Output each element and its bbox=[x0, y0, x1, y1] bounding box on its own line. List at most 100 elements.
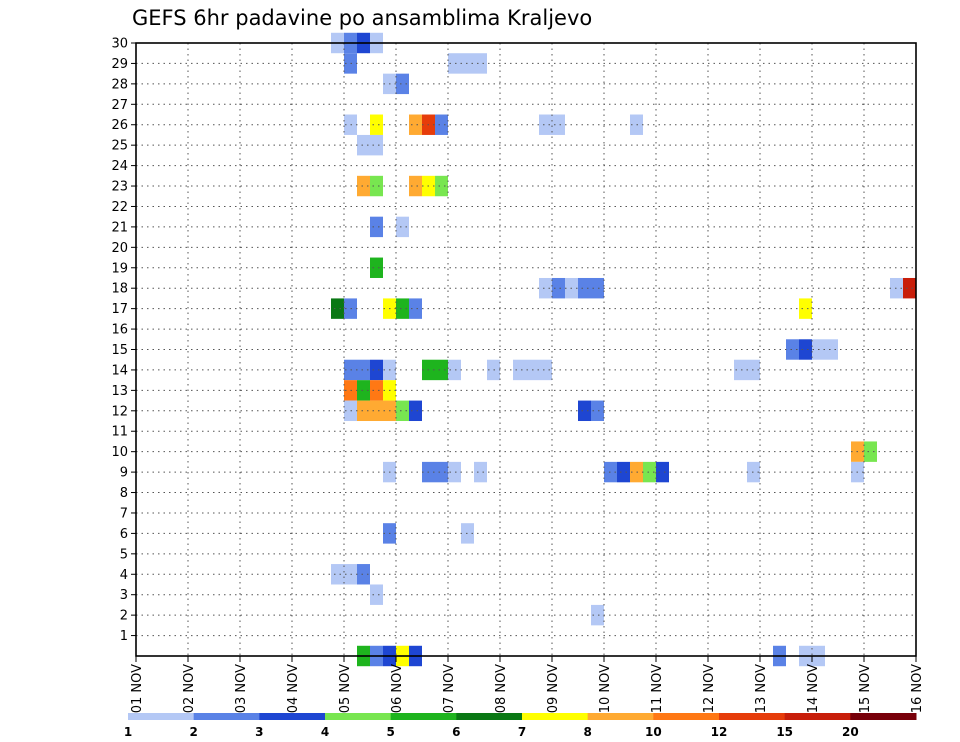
heatmap-cell bbox=[578, 400, 591, 422]
y-tick-label: 7 bbox=[120, 506, 128, 521]
colorbar-label: 5 bbox=[386, 725, 394, 739]
heatmap-cell bbox=[435, 461, 448, 483]
heatmap-cell bbox=[370, 134, 383, 156]
heatmap-cell bbox=[552, 114, 565, 135]
heatmap-cell bbox=[357, 175, 370, 197]
heatmap-cell bbox=[864, 441, 877, 462]
heatmap-cell bbox=[578, 277, 591, 299]
x-tick-label: 07 NOV bbox=[442, 664, 457, 713]
heatmap-cell bbox=[357, 134, 370, 156]
y-tick-label: 13 bbox=[111, 384, 128, 399]
colorbar-label: 15 bbox=[776, 725, 793, 739]
heatmap-cell bbox=[903, 277, 916, 299]
heatmap-cell bbox=[396, 73, 409, 95]
heatmap-cell bbox=[539, 114, 552, 135]
x-tick-label: 03 NOV bbox=[234, 664, 249, 713]
x-tick-label: 14 NOV bbox=[806, 664, 821, 713]
heatmap-cell bbox=[370, 380, 383, 401]
colorbar-label: 2 bbox=[189, 725, 197, 739]
colorbar-label: 7 bbox=[518, 725, 526, 739]
colorbar-swatch bbox=[325, 713, 392, 720]
colorbar-swatch bbox=[784, 713, 851, 720]
heatmap-cell bbox=[539, 359, 552, 381]
heatmap-cell bbox=[448, 53, 461, 74]
heatmap-cell bbox=[357, 359, 370, 381]
colorbar-swatch bbox=[259, 713, 326, 720]
heatmap-cell bbox=[370, 216, 383, 238]
colorbar-label: 3 bbox=[255, 725, 263, 739]
colorbar-swatch bbox=[193, 713, 260, 720]
heatmap-cell bbox=[370, 359, 383, 381]
heatmap-cells bbox=[331, 32, 916, 667]
heatmap-cell bbox=[357, 380, 370, 401]
x-tick-label: 01 NOV bbox=[130, 664, 145, 713]
y-tick-label: 22 bbox=[111, 200, 128, 215]
heatmap-cell bbox=[409, 175, 422, 197]
heatmap-cell bbox=[643, 461, 656, 483]
colorbar-label: 1 bbox=[124, 725, 132, 739]
y-tick-label: 14 bbox=[111, 363, 128, 378]
y-tick-label: 26 bbox=[111, 118, 128, 133]
y-tick-label: 8 bbox=[120, 486, 128, 501]
colorbar-label: 10 bbox=[645, 725, 662, 739]
y-tick-label: 24 bbox=[111, 159, 128, 174]
heatmap-cell bbox=[370, 584, 383, 605]
colorbar: 1 2 3 4 5 6 7 8 10 12 15 20 bbox=[124, 713, 917, 739]
heatmap-cell bbox=[370, 257, 383, 278]
y-tick-label: 2 bbox=[120, 609, 128, 624]
heatmap-cell bbox=[435, 175, 448, 197]
y-tick-label: 16 bbox=[111, 323, 128, 338]
heatmap-cell bbox=[474, 53, 487, 74]
x-tick-label: 12 NOV bbox=[702, 664, 717, 713]
colorbar-label: 8 bbox=[583, 725, 591, 739]
heatmap-cell bbox=[357, 564, 370, 585]
y-tick-label: 19 bbox=[111, 261, 128, 276]
y-tick-label: 28 bbox=[111, 77, 128, 92]
y-tick-label: 6 bbox=[120, 527, 128, 542]
heatmap-cell bbox=[513, 359, 526, 381]
heatmap-cell bbox=[331, 564, 344, 585]
x-tick-label: 06 NOV bbox=[390, 664, 405, 713]
heatmap-cell bbox=[734, 359, 747, 381]
x-tick-label: 08 NOV bbox=[494, 664, 509, 713]
colorbar-swatch bbox=[128, 713, 195, 720]
heatmap-cell bbox=[370, 400, 383, 422]
y-tick-label: 29 bbox=[111, 57, 128, 72]
heatmap-cell bbox=[591, 277, 604, 299]
heatmap-cell bbox=[825, 339, 838, 360]
colorbar-label: 6 bbox=[452, 725, 460, 739]
y-tick-label: 12 bbox=[111, 404, 128, 419]
heatmap-cell bbox=[409, 114, 422, 135]
y-tick-label: 27 bbox=[111, 98, 128, 113]
colorbar-swatch bbox=[587, 713, 654, 720]
x-tick-label: 04 NOV bbox=[286, 664, 301, 713]
y-tick-label: 11 bbox=[111, 425, 128, 440]
x-tick-label: 02 NOV bbox=[182, 664, 197, 713]
heatmap-cell bbox=[396, 216, 409, 238]
colorbar-swatch bbox=[719, 713, 786, 720]
colorbar-swatch bbox=[456, 713, 523, 720]
y-tick-label: 1 bbox=[120, 629, 128, 644]
colorbar-swatch bbox=[390, 713, 457, 720]
heatmap-cell bbox=[656, 461, 669, 483]
y-tick-label: 9 bbox=[120, 466, 128, 481]
heatmap-cell bbox=[617, 461, 630, 483]
heatmap-cell bbox=[396, 400, 409, 422]
y-tick-label: 25 bbox=[111, 139, 128, 154]
heatmap-cell bbox=[591, 604, 604, 626]
x-axis: 01 NOV 02 NOV 03 NOV 04 NOV 05 NOV 06 NOV 07 N… bbox=[130, 656, 925, 713]
y-tick-label: 20 bbox=[111, 241, 128, 256]
heatmap-cell bbox=[448, 461, 461, 483]
heatmap-cell bbox=[474, 461, 487, 483]
heatmap-cell bbox=[786, 339, 799, 360]
x-tick-label: 13 NOV bbox=[754, 664, 769, 713]
colorbar-label: 20 bbox=[842, 725, 859, 739]
y-axis: 1234567891011121314151617181920212223242… bbox=[111, 37, 136, 644]
y-tick-label: 17 bbox=[111, 302, 128, 317]
heatmap-cell bbox=[409, 298, 422, 319]
x-tick-label: 10 NOV bbox=[598, 664, 613, 713]
y-tick-label: 10 bbox=[111, 445, 128, 460]
heatmap-cell bbox=[552, 277, 565, 299]
x-tick-label: 16 NOV bbox=[910, 664, 925, 713]
